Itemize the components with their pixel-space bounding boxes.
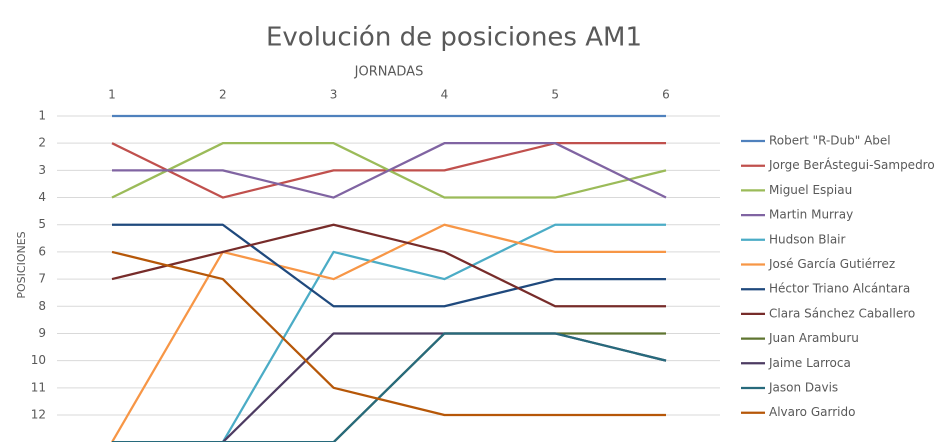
y-tick-label: 6 bbox=[38, 244, 46, 258]
legend-label: Jason Davis bbox=[768, 381, 838, 395]
series-line bbox=[112, 142, 667, 199]
y-tick-label: 11 bbox=[31, 380, 46, 394]
series-line bbox=[111, 223, 666, 442]
legend-label: Juan Aramburu bbox=[768, 331, 859, 345]
y-tick-label: 8 bbox=[38, 299, 46, 313]
legend-label: Jorge BerÁstegui-Sampedro bbox=[768, 157, 935, 172]
y-tick-label: 7 bbox=[38, 272, 46, 286]
x-axis-label: JORNADAS bbox=[354, 65, 424, 80]
x-tick-label: 1 bbox=[108, 88, 116, 102]
y-tick-label: 2 bbox=[38, 136, 46, 150]
legend-label: Miguel Espiau bbox=[769, 183, 852, 197]
y-tick-label: 4 bbox=[38, 190, 46, 204]
legend-label: Hudson Blair bbox=[769, 232, 846, 246]
x-tick-label: 5 bbox=[551, 88, 559, 102]
legend-label: Clara Sánchez Caballero bbox=[769, 306, 915, 320]
x-tick-label: 2 bbox=[219, 88, 227, 102]
legend-label: Alvaro Garrido bbox=[769, 405, 855, 419]
legend-label: Jaime Larroca bbox=[768, 356, 851, 370]
y-tick-label: 12 bbox=[31, 408, 46, 422]
x-tick-label: 3 bbox=[330, 88, 338, 102]
legend-label: Robert "R-Dub" Abel bbox=[769, 134, 891, 148]
series-line bbox=[112, 223, 666, 308]
series-line bbox=[112, 223, 666, 442]
y-tick-label: 5 bbox=[38, 217, 46, 231]
x-tick-label: 6 bbox=[662, 88, 670, 102]
y-tick-label: 1 bbox=[38, 109, 46, 123]
legend-label: Héctor Triano Alcántara bbox=[769, 282, 910, 296]
legend-label: Martin Murray bbox=[769, 208, 853, 222]
legend-label: José García Gutiérrez bbox=[768, 257, 895, 271]
y-tick-label: 10 bbox=[31, 353, 46, 367]
x-tick-label: 4 bbox=[441, 88, 449, 102]
series-line bbox=[111, 250, 666, 417]
series-line bbox=[112, 332, 667, 442]
series-line bbox=[111, 223, 666, 308]
y-tick-label: 3 bbox=[38, 163, 46, 177]
y-tick-label: 9 bbox=[38, 326, 46, 340]
y-axis-label: POSICIONES bbox=[15, 231, 28, 298]
chart-title: Evolución de posiciones AM1 bbox=[266, 23, 642, 53]
